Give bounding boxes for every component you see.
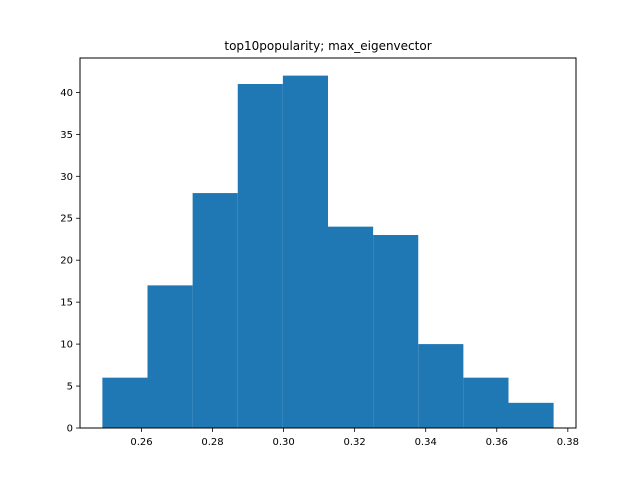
x-tick-label: 0.36 (486, 437, 508, 448)
plot-frame (79, 57, 577, 429)
x-axis-ticks: 0.26 0.28 0.30 0.32 0.34 0.36 0.38 (130, 428, 579, 448)
histogram-bar-2 (192, 193, 238, 428)
y-tick-label: 10 (60, 340, 73, 351)
y-tick-label: 20 (60, 256, 73, 267)
histogram-bar-1 (147, 285, 193, 428)
chart-title: top10popularity; max_eigenvector (224, 39, 431, 53)
histogram-bar-5 (328, 226, 374, 428)
y-tick-label: 0 (67, 424, 73, 435)
x-tick-label: 0.38 (557, 437, 579, 448)
histogram-bar-3 (237, 84, 283, 429)
x-tick-label: 0.30 (272, 437, 294, 448)
histogram-bar-8 (463, 377, 509, 428)
x-tick-label: 0.26 (130, 437, 152, 448)
y-tick-label: 30 (60, 172, 73, 183)
histogram-bar-6 (373, 235, 419, 428)
histogram-bar-4 (282, 75, 328, 428)
histogram-bar-9 (508, 402, 554, 428)
y-tick-label: 5 (67, 382, 73, 393)
histogram-bar-0 (102, 377, 148, 428)
y-tick-label: 25 (60, 214, 73, 225)
x-tick-label: 0.28 (201, 437, 223, 448)
y-axis-ticks: 0 5 10 15 20 25 30 35 40 (60, 88, 80, 435)
histogram-bar-7 (418, 344, 464, 428)
y-tick-label: 15 (60, 298, 73, 309)
x-tick-label: 0.32 (344, 437, 366, 448)
y-tick-label: 40 (60, 88, 73, 99)
y-tick-label: 35 (60, 130, 73, 141)
bars-group (102, 75, 554, 429)
x-tick-label: 0.34 (415, 437, 437, 448)
